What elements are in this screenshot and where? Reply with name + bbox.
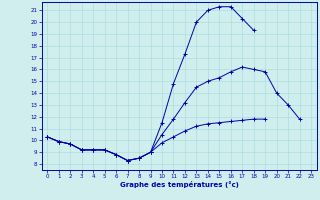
X-axis label: Graphe des températures (°c): Graphe des températures (°c) [120,181,239,188]
